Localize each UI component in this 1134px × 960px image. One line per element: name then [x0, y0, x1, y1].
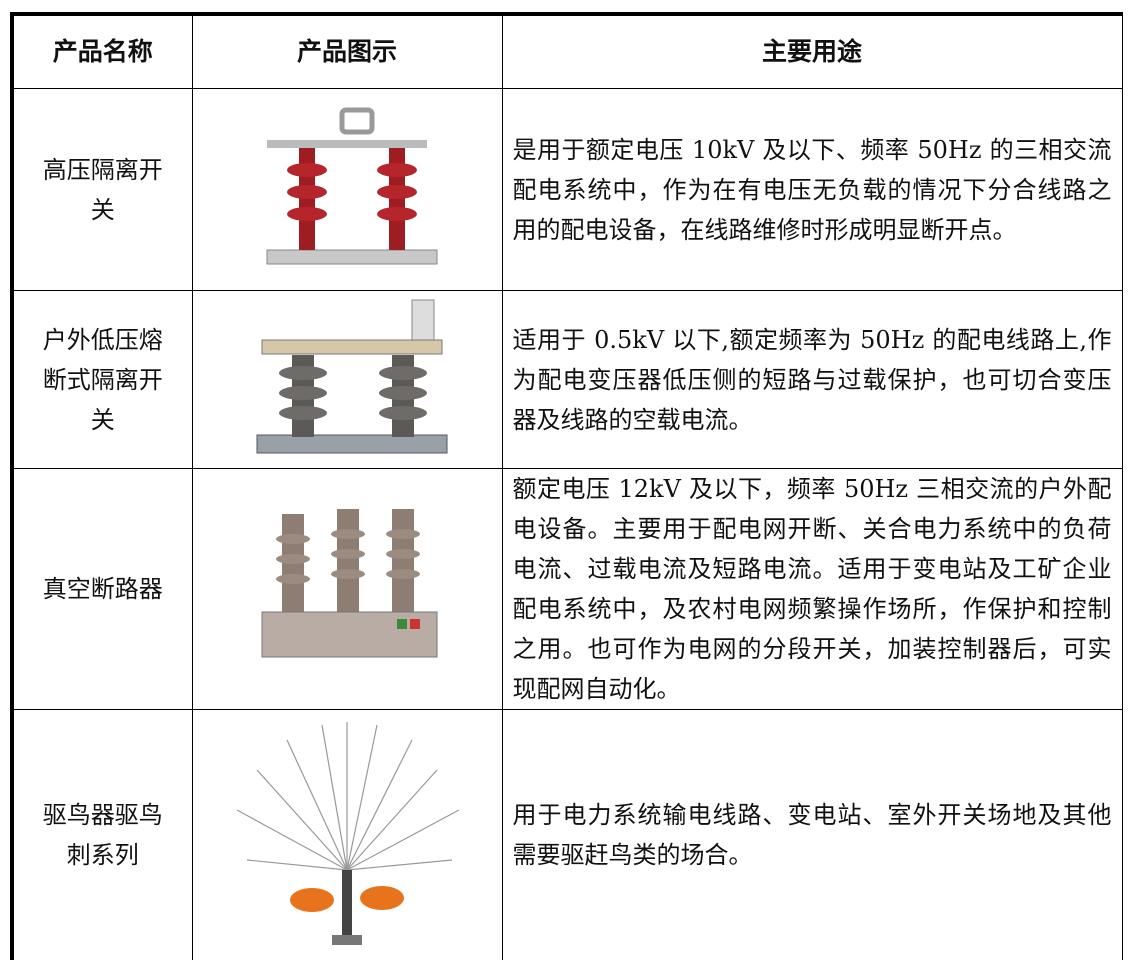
product-description: 用于电力系统输电线路、变电站、室外开关场地及其他需要驱赶鸟类的场合。: [502, 710, 1122, 960]
bird-repeller-illustration: [227, 720, 467, 950]
product-image: [192, 710, 502, 960]
breaker-illustration: [247, 494, 447, 684]
product-image: [192, 291, 502, 469]
row: 户外低压熔断式隔离开关 适用于 0.5kV 以下,额定频率为 50Hz 的配电线…: [12, 291, 1122, 469]
header-cell: 产品名称: [12, 14, 192, 89]
isolator-illustration: [247, 100, 447, 280]
row: 真空断路器 额定电压 12kV 及以下，频率 50Hz 三相交流的户外配电设备。…: [12, 469, 1122, 710]
product-name: 高压隔离开关: [12, 89, 192, 291]
product-image: [192, 89, 502, 291]
product-name: 真空断路器: [12, 469, 192, 710]
header-row: 产品名称 产品图示 主要用途: [12, 14, 1122, 89]
fuse-switch-illustration: [242, 295, 452, 465]
product-description: 适用于 0.5kV 以下,额定频率为 50Hz 的配电线路上,作为配电变压器低压…: [502, 291, 1122, 469]
product-description: 是用于额定电压 10kV 及以下、频率 50Hz 的三相交流配电系统中，作为在有…: [502, 89, 1122, 291]
product-name: 户外低压熔断式隔离开关: [12, 291, 192, 469]
header-cell: 主要用途: [502, 14, 1122, 89]
row: 驱鸟器驱鸟刺系列 用于电力系统输电线路、变电站、室外开关场地及其他需要驱赶鸟类的…: [12, 710, 1122, 960]
product-image: [192, 469, 502, 710]
product-description: 额定电压 12kV 及以下，频率 50Hz 三相交流的户外配电设备。主要用于配电…: [502, 469, 1122, 710]
header-cell: 产品图示: [192, 14, 502, 89]
product-table: 产品名称 产品图示 主要用途 高压隔离开关 是用于额定电压 10kV 及以下、频…: [10, 12, 1123, 960]
product-name: 驱鸟器驱鸟刺系列: [12, 710, 192, 960]
row: 高压隔离开关 是用于额定电压 10kV 及以下、频率 50Hz 的三相交流配电系…: [12, 89, 1122, 291]
